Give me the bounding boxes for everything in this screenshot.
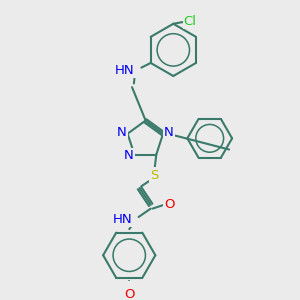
Text: Cl: Cl [184,15,196,28]
Text: N: N [117,126,127,139]
Text: HN: HN [115,64,135,77]
Text: O: O [124,288,134,300]
Text: N: N [164,126,173,139]
Text: HN: HN [112,213,132,226]
Text: O: O [164,198,175,212]
Text: N: N [124,149,134,162]
Text: S: S [150,169,159,182]
